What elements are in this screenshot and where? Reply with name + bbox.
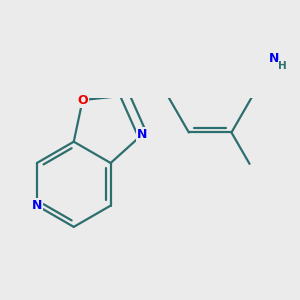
Text: N: N [137,128,148,141]
Text: N: N [269,52,279,65]
Text: H: H [278,61,287,71]
Text: O: O [77,94,88,106]
Text: N: N [32,199,42,212]
